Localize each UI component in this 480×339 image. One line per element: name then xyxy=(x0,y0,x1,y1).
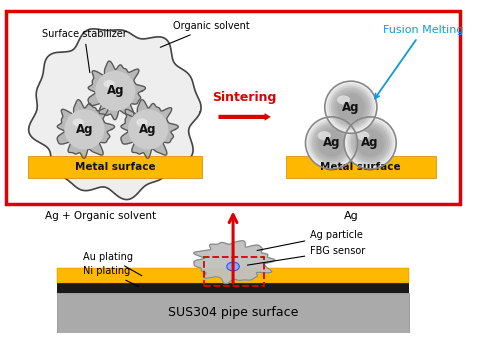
Text: Fusion Melting: Fusion Melting xyxy=(375,25,463,98)
Circle shape xyxy=(316,127,347,159)
Text: Organic solvent: Organic solvent xyxy=(160,21,250,47)
Circle shape xyxy=(314,125,349,161)
Text: SUS304 pipe surface: SUS304 pipe surface xyxy=(168,306,298,319)
Bar xyxy=(58,283,409,293)
Polygon shape xyxy=(88,61,145,120)
Circle shape xyxy=(337,94,364,121)
Circle shape xyxy=(329,85,373,129)
Text: Ag + Organic solvent: Ag + Organic solvent xyxy=(45,211,156,221)
Ellipse shape xyxy=(324,164,339,171)
Circle shape xyxy=(95,71,135,111)
Circle shape xyxy=(352,125,388,161)
Circle shape xyxy=(350,123,390,163)
Text: Ag: Ag xyxy=(344,211,358,221)
Bar xyxy=(28,157,202,178)
Ellipse shape xyxy=(227,262,240,271)
Polygon shape xyxy=(57,100,115,158)
Circle shape xyxy=(327,83,375,131)
Text: Sintering: Sintering xyxy=(213,91,277,104)
Circle shape xyxy=(305,117,358,169)
Circle shape xyxy=(355,127,386,159)
Polygon shape xyxy=(193,241,275,283)
Polygon shape xyxy=(121,100,178,158)
Bar xyxy=(204,257,264,286)
Text: Ag: Ag xyxy=(361,137,379,149)
Ellipse shape xyxy=(362,164,378,171)
Circle shape xyxy=(348,121,392,165)
Ellipse shape xyxy=(318,131,331,140)
Text: Ag particle: Ag particle xyxy=(257,230,363,251)
Bar xyxy=(286,157,436,178)
Circle shape xyxy=(312,123,351,163)
Circle shape xyxy=(310,121,353,165)
Polygon shape xyxy=(29,29,201,200)
Circle shape xyxy=(318,129,345,157)
Circle shape xyxy=(346,119,394,167)
Ellipse shape xyxy=(72,118,84,126)
Circle shape xyxy=(357,129,384,157)
Circle shape xyxy=(308,119,356,167)
Text: Ni plating: Ni plating xyxy=(84,266,139,286)
Text: Metal surface: Metal surface xyxy=(320,162,401,172)
Circle shape xyxy=(344,117,396,169)
Circle shape xyxy=(325,81,377,133)
Bar xyxy=(58,268,409,283)
Ellipse shape xyxy=(356,131,370,140)
Bar xyxy=(6,11,460,204)
Text: Ag: Ag xyxy=(323,137,340,149)
Text: FBG sensor: FBG sensor xyxy=(247,246,366,265)
Circle shape xyxy=(333,89,369,125)
Circle shape xyxy=(64,109,105,149)
Text: Ag: Ag xyxy=(107,84,124,97)
Circle shape xyxy=(331,87,371,127)
Text: Ag: Ag xyxy=(342,101,360,114)
Text: Ag: Ag xyxy=(76,123,93,136)
Text: Au plating: Au plating xyxy=(84,252,142,276)
Ellipse shape xyxy=(103,80,115,88)
Circle shape xyxy=(335,92,367,123)
Text: Surface stabilizer: Surface stabilizer xyxy=(42,29,127,73)
Ellipse shape xyxy=(136,118,147,126)
Bar xyxy=(58,293,409,333)
Ellipse shape xyxy=(337,95,350,104)
Text: Ag: Ag xyxy=(139,123,157,136)
Circle shape xyxy=(128,109,168,149)
Text: Metal surface: Metal surface xyxy=(75,162,156,172)
